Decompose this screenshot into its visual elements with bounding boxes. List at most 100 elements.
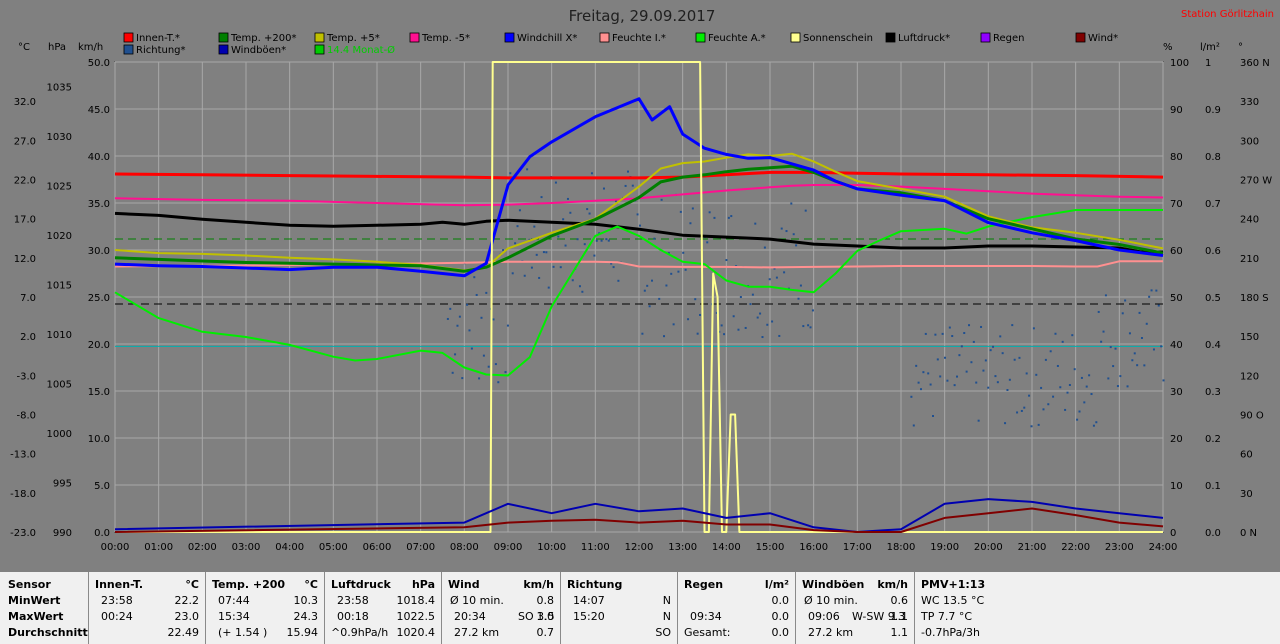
direction-point [552,265,555,268]
direction-point [1112,365,1115,368]
legend-label-6: Feuchte A.* [708,33,766,44]
direction-point [658,297,661,300]
druck-min-time: 23:58 [337,594,369,607]
legend-swatch-10 [1075,32,1086,43]
boeen-max: 1.1 [890,610,909,623]
direction-point [713,216,716,219]
x-tick-label: 13:00 [668,542,697,553]
direction-point [576,238,579,241]
rain-tick-label: 0.4 [1205,340,1221,351]
stats-table: Sensor MinWert MaxWert Durchschnitt Inne… [0,572,1280,644]
direction-point [795,244,798,247]
series-line-1 [114,184,1164,207]
richtung-max: N [662,610,671,623]
rain-unit: l/m² [1200,42,1220,53]
direction-point [454,353,457,356]
col-richtung: Richtung 14:07 N 15:20 N SO [560,572,677,644]
legend-swatch-2 [314,32,325,43]
humidity-tick-label: 100 [1170,58,1189,69]
x-tick-label: 11:00 [581,542,610,553]
station-name: Station Görlitzhain [1181,9,1274,20]
direction-point [1109,346,1112,349]
reference-lines [115,238,1163,347]
direction-point [775,276,778,279]
col-boeen: Windböen km/h Ø 10 min. 0.6 09:06 W-SW 9… [795,572,914,644]
direction-point [617,279,620,282]
direction-point [761,336,764,339]
series-lines [114,61,1164,533]
x-tick-label: 08:00 [450,542,479,553]
direction-point [1133,352,1136,355]
humidity-tick-label: 80 [1170,152,1183,163]
direction-point [1076,418,1079,421]
direction-point [992,345,995,348]
x-tick-label: 03:00 [232,542,261,553]
direction-point [1001,352,1004,355]
temp-tick-label: -8.0 [16,411,36,422]
legend-label-8: Luftdruck* [898,33,950,44]
humidity-tick-label: 10 [1170,481,1183,492]
rain-tick-label: 0.3 [1205,387,1221,398]
temp-tick-label: 17.0 [14,215,36,226]
temp-avg-note: (+ 1.54 ) [218,626,268,639]
legend-swatch-8 [885,32,896,43]
humidity-tick-label: 50 [1170,293,1183,304]
pressure-tick-label: 1005 [47,380,72,391]
series-line-10 [114,507,1164,533]
y-axes: 32.0 27.0 22.0 17.0 12.0 7.0 2.0 -3.0 -8.0 -13.0 -… [10,58,1272,539]
pressure-unit: hPa [48,42,66,53]
temp-min-time: 07:44 [218,594,250,607]
direction-point [975,381,978,384]
direction-point [792,233,795,236]
wind-tick-label: 20.0 [88,340,110,351]
direction-point [754,222,757,225]
direction-point [523,274,526,277]
rain-tick-label: 0.1 [1205,481,1221,492]
direction-tick-label: 300 [1240,136,1259,147]
direction-point [723,333,726,336]
rain-tick-label: 0.9 [1205,105,1221,116]
direction-point [749,303,752,306]
direction-point [922,371,925,374]
direction-point [478,377,481,380]
regen-avg: 0.0 [771,626,790,639]
direction-point [956,375,959,378]
direction-point [968,324,971,327]
x-tick-label: 17:00 [843,542,872,553]
richtung-header: Richtung [567,578,623,591]
legend-label-11: Richtung* [136,45,186,56]
wind-tick-label: 35.0 [88,199,110,210]
direction-tick-label: 240 [1240,215,1259,226]
direction-point [677,270,680,273]
direction-point [497,381,500,384]
wind-min: 0.8 [536,594,555,607]
col-innen: Innen-T. °C 23:58 22.2 00:24 23.0 22.49 [88,572,205,644]
pmv-avg: -0.7hPa/3h [921,626,980,639]
direction-point [684,268,687,271]
temp-tick-label: 12.0 [14,254,36,265]
humidity-tick-label: 0 [1170,528,1176,539]
direction-point [780,227,783,230]
series-line-8 [115,61,1163,533]
sensor-header: Sensor [8,578,51,591]
direction-point [804,209,807,212]
pressure-tick-label: 1035 [47,83,72,94]
direction-point [605,238,608,241]
direction-point [475,293,478,296]
druck-header: Luftdruck [331,578,391,591]
innen-max-time: 00:24 [101,610,133,623]
richtung-min-time: 14:07 [573,594,605,607]
direction-point [1078,410,1081,413]
direction-point [554,181,557,184]
direction-point [1023,406,1026,409]
legend-swatch-6 [695,32,706,43]
druck-max-time: 00:18 [337,610,369,623]
direction-point [732,315,735,318]
x-tick-label: 02:00 [188,542,217,553]
temp-tick-label: 7.0 [20,293,36,304]
richtung-min: N [662,594,671,607]
legend-label-12: Windböen* [231,45,286,56]
direction-point [665,284,668,287]
direction-unit: ° [1238,42,1243,53]
wind-avg: 0.7 [536,626,555,639]
